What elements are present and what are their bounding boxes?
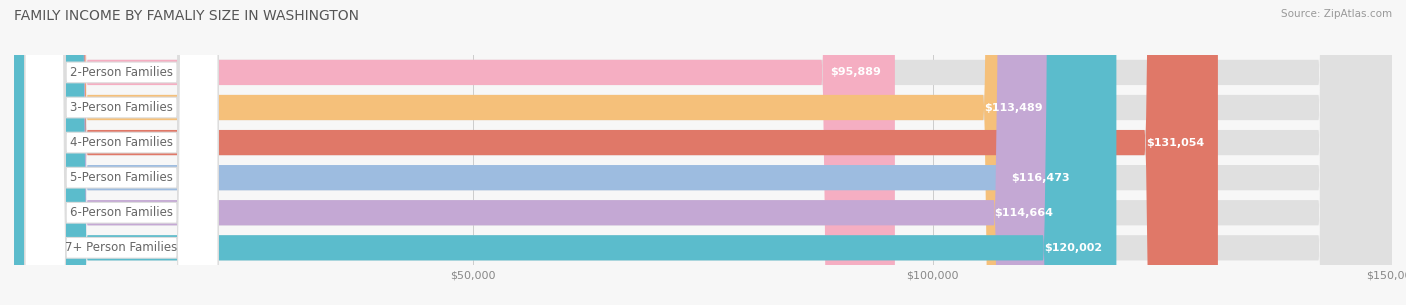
FancyBboxPatch shape <box>14 0 1392 305</box>
Text: $131,054: $131,054 <box>1146 138 1204 148</box>
FancyBboxPatch shape <box>14 0 1392 305</box>
FancyBboxPatch shape <box>14 0 1392 305</box>
Text: 7+ Person Families: 7+ Person Families <box>66 241 177 254</box>
FancyBboxPatch shape <box>25 0 218 305</box>
FancyBboxPatch shape <box>25 0 218 305</box>
FancyBboxPatch shape <box>14 0 1392 305</box>
Text: 5-Person Families: 5-Person Families <box>70 171 173 184</box>
FancyBboxPatch shape <box>14 0 1056 305</box>
Text: Source: ZipAtlas.com: Source: ZipAtlas.com <box>1281 9 1392 19</box>
FancyBboxPatch shape <box>14 0 1084 305</box>
FancyBboxPatch shape <box>14 0 894 305</box>
FancyBboxPatch shape <box>14 0 1116 305</box>
Text: 4-Person Families: 4-Person Families <box>70 136 173 149</box>
Text: 6-Person Families: 6-Person Families <box>70 206 173 219</box>
Text: $95,889: $95,889 <box>830 67 882 77</box>
FancyBboxPatch shape <box>25 0 218 305</box>
FancyBboxPatch shape <box>14 0 1218 305</box>
FancyBboxPatch shape <box>25 0 218 305</box>
Text: $116,473: $116,473 <box>1011 173 1070 183</box>
Text: $120,002: $120,002 <box>1045 243 1102 253</box>
FancyBboxPatch shape <box>14 0 1392 305</box>
Text: 2-Person Families: 2-Person Families <box>70 66 173 79</box>
Text: $113,489: $113,489 <box>984 102 1043 113</box>
FancyBboxPatch shape <box>25 0 218 305</box>
FancyBboxPatch shape <box>25 0 218 305</box>
FancyBboxPatch shape <box>14 0 1067 305</box>
Text: 3-Person Families: 3-Person Families <box>70 101 173 114</box>
Text: $114,664: $114,664 <box>994 208 1053 218</box>
Text: FAMILY INCOME BY FAMALIY SIZE IN WASHINGTON: FAMILY INCOME BY FAMALIY SIZE IN WASHING… <box>14 9 359 23</box>
FancyBboxPatch shape <box>14 0 1392 305</box>
